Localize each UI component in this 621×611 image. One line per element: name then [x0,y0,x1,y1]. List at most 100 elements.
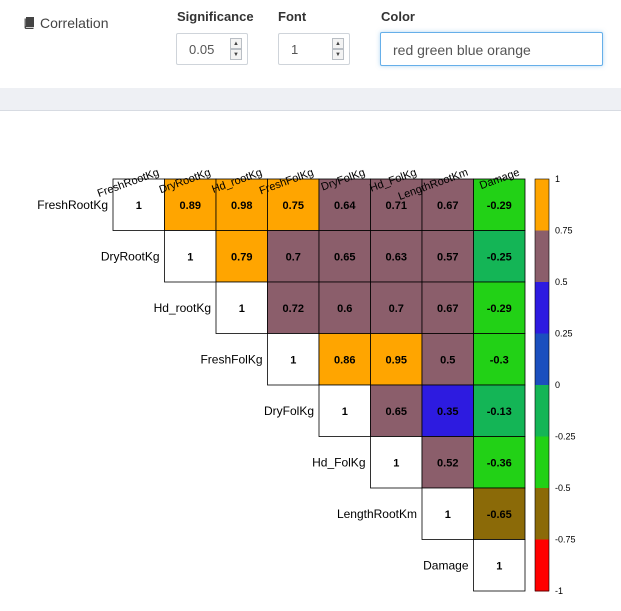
row-label: Hd_FolKg [312,455,365,469]
font-label: Font [278,9,307,24]
cell-value: 0.65 [386,406,407,418]
heatmap-cell: 0.7 [267,230,320,283]
color-label: Color [381,9,415,24]
cell-rect [421,281,474,334]
cell-rect [421,436,474,489]
panel-divider [0,88,621,111]
cell-value: 0.7 [286,251,301,263]
cell-rect [164,178,217,231]
heatmap-cell: 0.71 [370,178,423,231]
spin-up-icon[interactable]: ▲ [230,38,242,49]
heatmap-cell: 1 [164,230,217,283]
cell-value: 1 [187,251,193,263]
cell-value: 1 [393,457,399,469]
cell-rect [267,230,320,283]
panel-title: Correlation [24,15,108,31]
cell-rect [215,281,268,334]
cell-rect [421,384,474,437]
colorbar-tick-label: 0 [555,380,560,390]
heatmap-cell: 0.79 [215,230,268,283]
cell-value: 0.95 [386,354,407,366]
cell-rect [473,333,526,386]
cell-value: 0.98 [231,200,252,212]
cell-value: -0.65 [487,509,512,521]
row-label: LengthRootKm [337,507,417,521]
colorbar-band [535,179,549,231]
colorbar-tick-label: 1 [555,174,560,184]
cell-value: 1 [342,406,348,418]
colorbar-tick-label: -1 [555,586,563,596]
heatmap-cell: -0.36 [473,436,526,489]
spin-up-icon[interactable]: ▲ [332,38,344,49]
cell-value: 0.35 [437,406,458,418]
heatmap-cell: 0.64 [318,178,371,231]
color-input[interactable]: red green blue orange [380,32,603,66]
spin-down-icon[interactable]: ▼ [332,49,344,60]
row-label: DryFolKg [264,404,314,418]
heatmap-cell: 0.63 [370,230,423,283]
heatmap-cell: -0.65 [473,487,526,540]
control-panel: Correlation Significance 0.05 ▲ ▼ Font 1… [0,0,621,88]
cell-value: 0.57 [437,251,458,263]
cell-value: 0.6 [337,303,352,315]
cell-value: 0.89 [180,200,201,212]
cell-value: 1 [239,303,245,315]
heatmap-cell: 1 [267,333,320,386]
colorbar-band [535,333,549,386]
heatmap-cell: 0.72 [267,281,320,334]
cell-value: 1 [445,509,451,521]
cell-value: 1 [136,200,142,212]
cell-value: 0.65 [334,251,355,263]
colorbar-tick-label: -0.75 [555,535,576,545]
significance-input[interactable]: 0.05 ▲ ▼ [176,33,248,65]
heatmap-cell: -0.13 [473,384,526,437]
heatmap-cell: 0.86 [318,333,371,386]
cell-value: -0.29 [487,303,512,315]
heatmap-cell: 1 [370,436,423,489]
cell-value: 0.79 [231,251,252,263]
cell-rect [473,539,526,592]
row-label: FreshRootKg [37,198,108,212]
significance-value: 0.05 [189,42,215,57]
heatmap-cell: 0.95 [370,333,423,386]
cell-value: -0.25 [487,251,512,263]
heatmap-cell: 0.57 [421,230,474,283]
cell-value: 1 [290,354,296,366]
heatmap-cell: 1 [112,178,165,231]
cell-value: 0.75 [283,200,304,212]
heatmap-cell: -0.25 [473,230,526,283]
colorbar-tick-label: -0.5 [555,483,571,493]
heatmap-cell: 0.6 [318,281,371,334]
heatmap-cell: 0.65 [370,384,423,437]
significance-spinner[interactable]: ▲ ▼ [230,38,242,60]
cell-rect [473,436,526,489]
panel-title-text: Correlation [40,15,109,31]
cell-rect [164,230,217,283]
cell-value: 0.64 [334,200,356,212]
cell-rect [267,281,320,334]
colorbar-band [535,230,549,283]
row-label: Hd_rootKg [154,301,211,315]
cell-rect [370,333,423,386]
spin-down-icon[interactable]: ▼ [230,49,242,60]
heatmap-cell: 0.75 [267,178,320,231]
cell-value: 0.72 [283,303,304,315]
colorbar-band [535,436,549,489]
font-input[interactable]: 1 ▲ ▼ [278,33,350,65]
cell-value: 0.71 [386,200,407,212]
colorbar-band [535,488,549,540]
row-label: DryRootKg [101,249,160,263]
colorbar: 1 0.75 0.5 0.25 0 -0.25 -0.5 -0.75 -1 [534,174,576,596]
cell-rect [318,384,371,437]
cell-value: -0.13 [487,406,512,418]
cell-value: 0.52 [437,457,458,469]
heatmap-cell: 0.89 [164,178,217,231]
font-spinner[interactable]: ▲ ▼ [332,38,344,60]
cell-rect [267,333,320,386]
cell-value: 0.63 [386,251,407,263]
colorbar-band [535,282,549,334]
heatmap-cell: 1 [215,281,268,334]
cell-rect [318,178,371,231]
row-label: Damage [423,558,469,572]
heatmap-cell: 0.98 [215,178,268,231]
